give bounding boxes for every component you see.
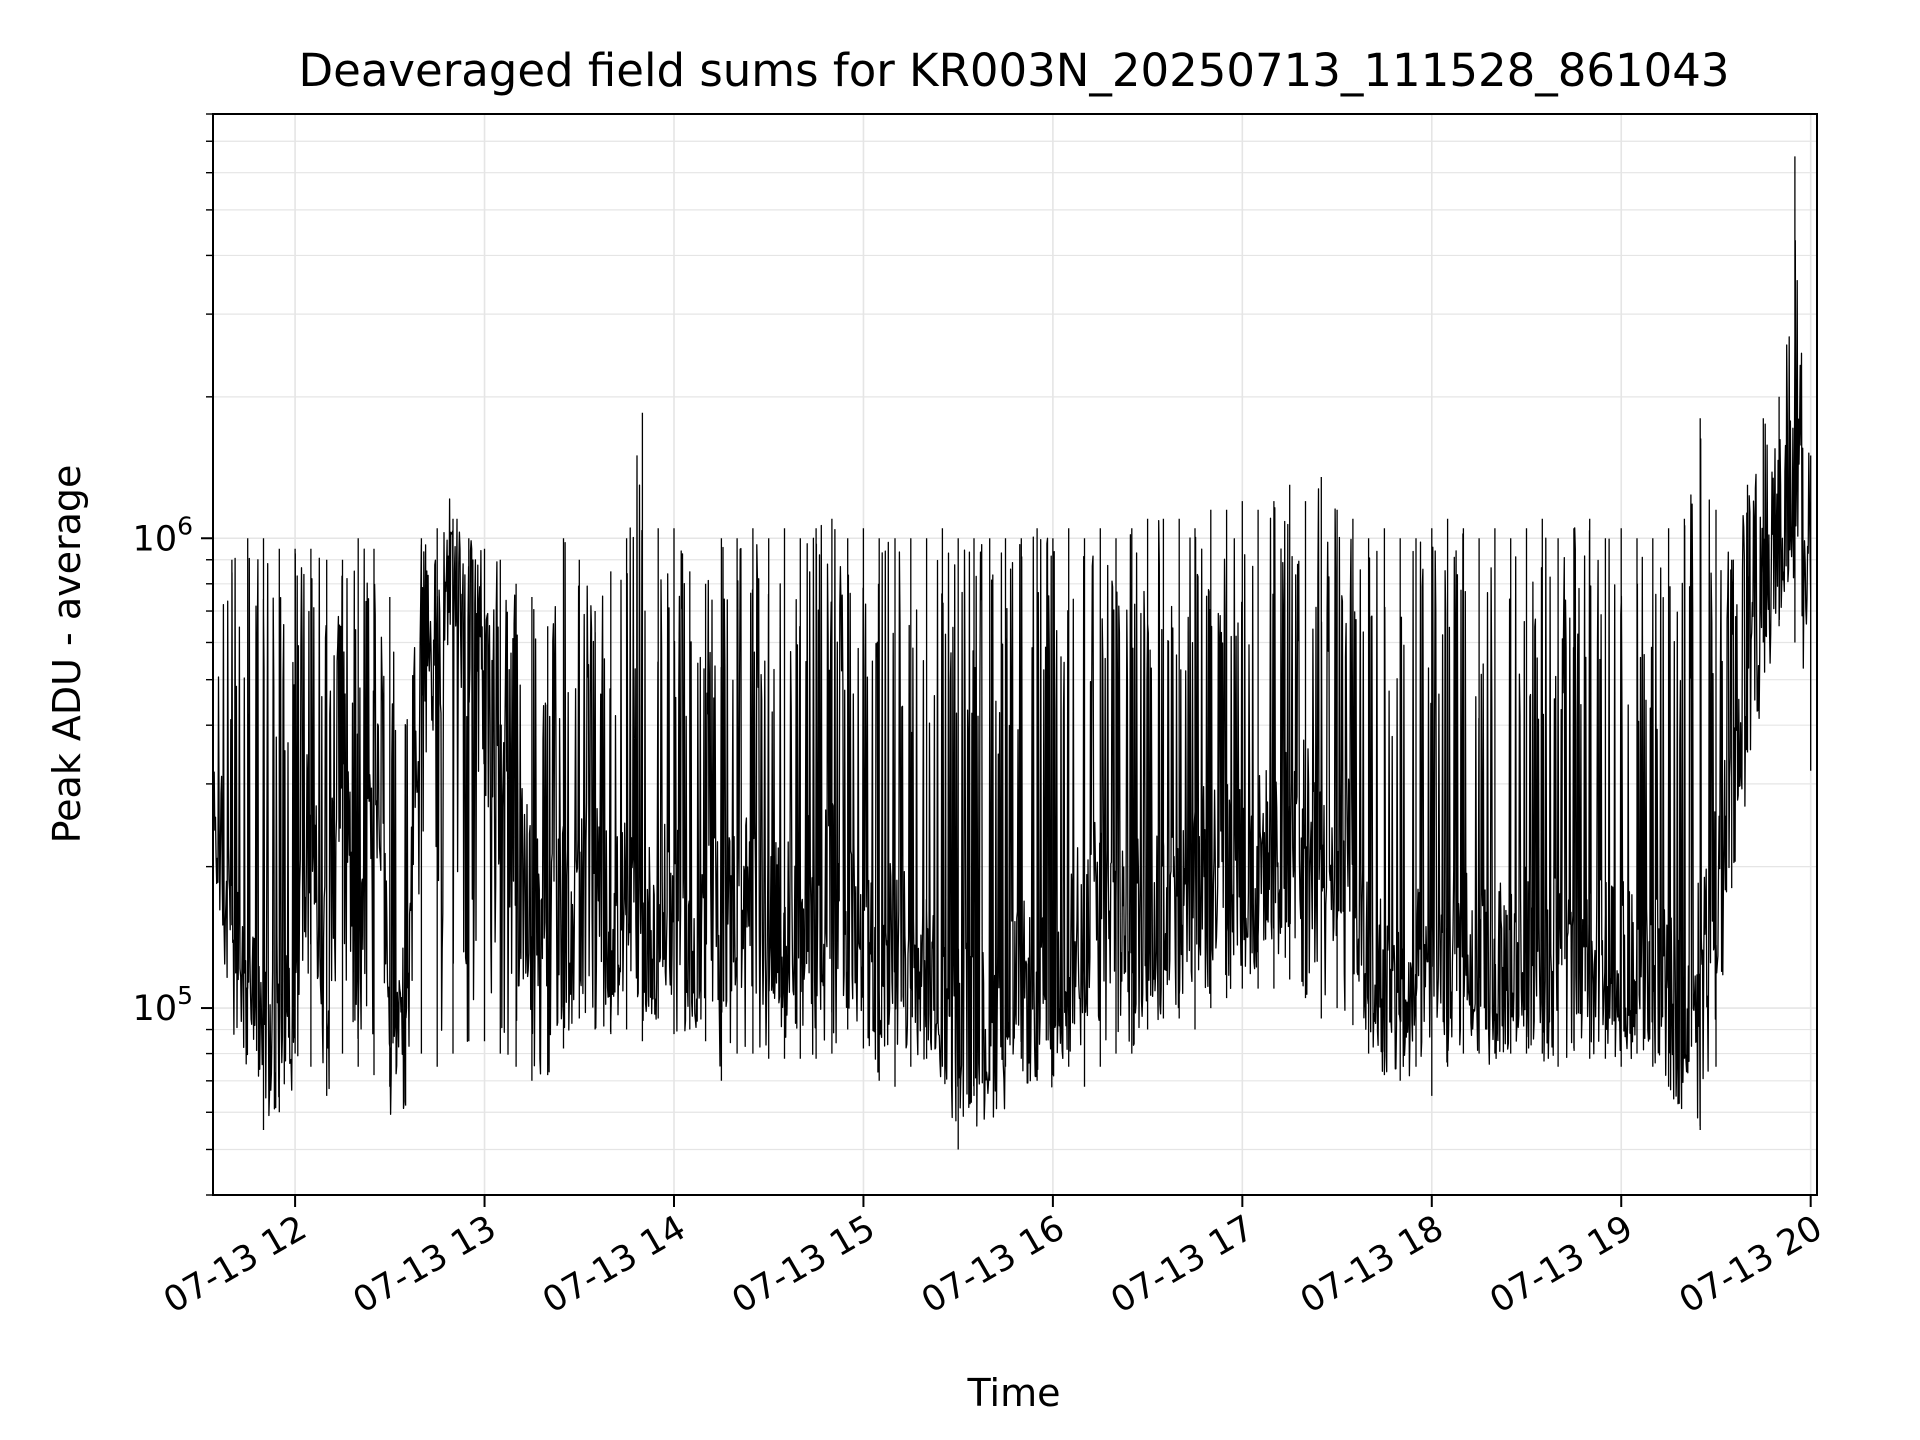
chart-title: Deaveraged field sums for KR003N_2025071… [299, 44, 1730, 97]
y-axis-ticks: 105 106 [133, 113, 213, 1196]
y-tick-label: 105 [133, 981, 193, 1029]
series-line [212, 156, 1812, 1150]
y-tick-label: 106 [133, 511, 193, 559]
x-axis-label: Time [967, 1371, 1061, 1415]
y-axis-label: Peak ADU - average [45, 465, 89, 844]
plot-frame [212, 113, 1818, 1196]
